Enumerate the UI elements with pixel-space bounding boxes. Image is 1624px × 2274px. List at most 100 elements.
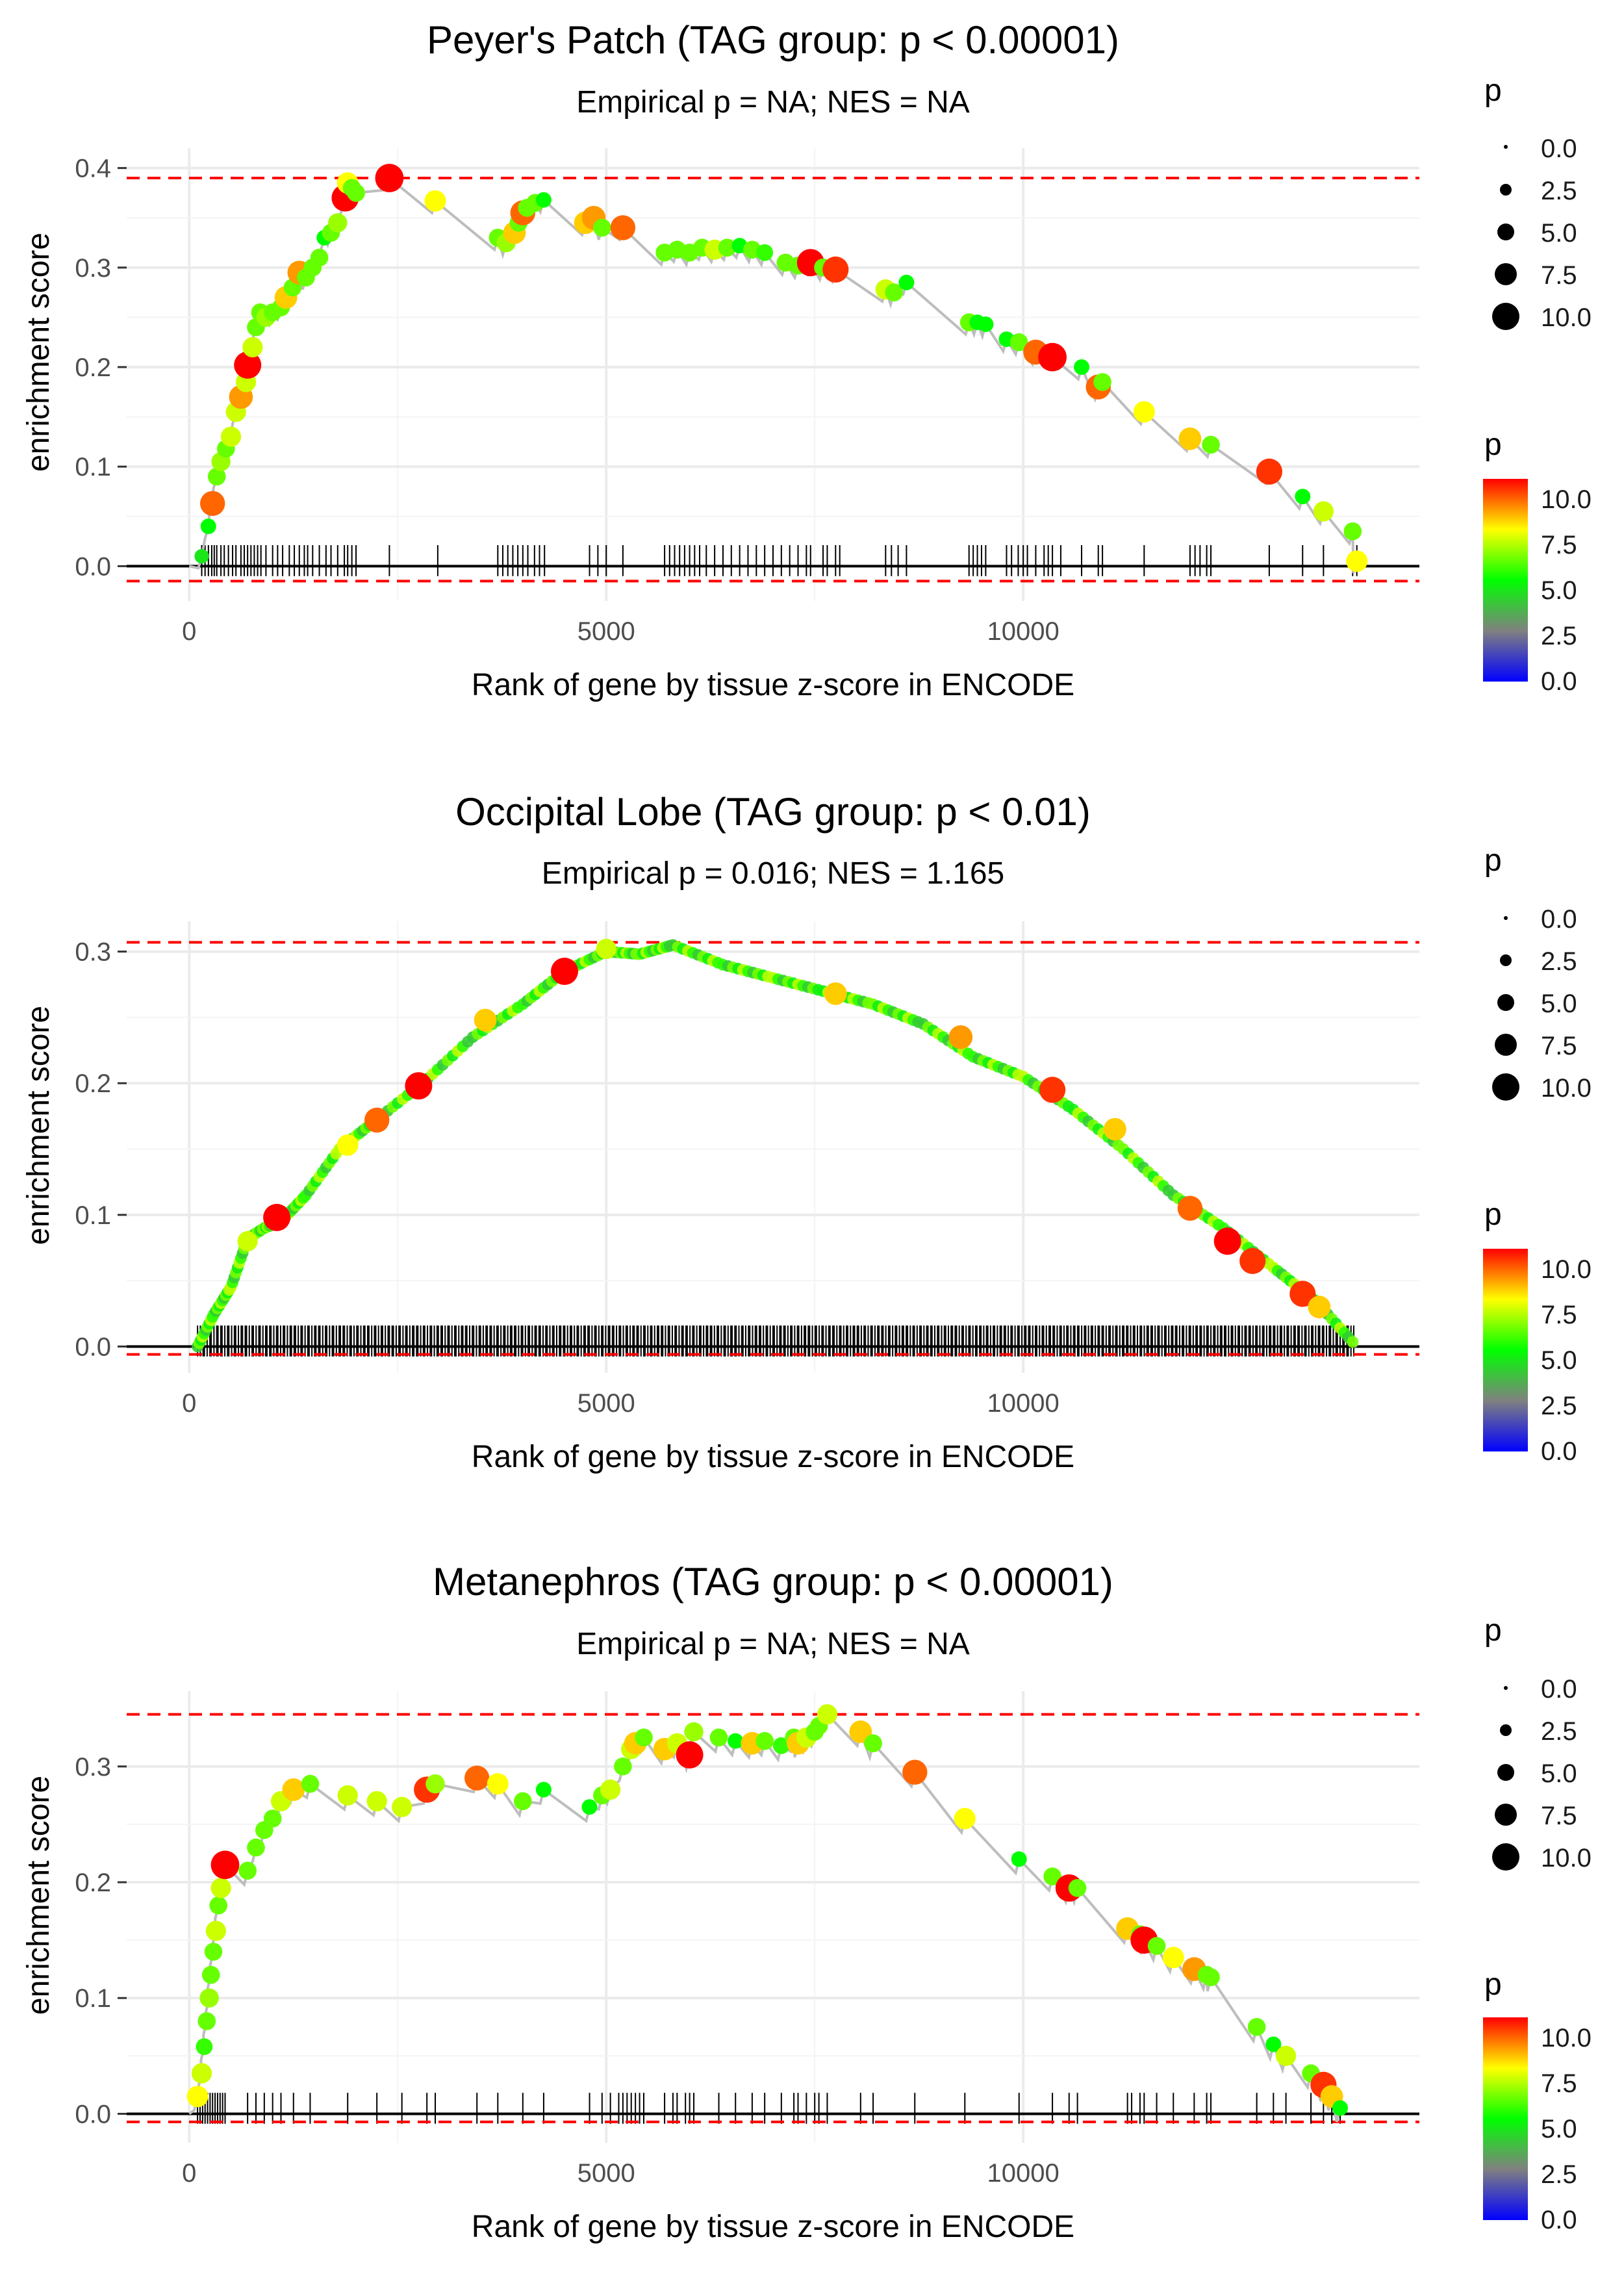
color-legend: p 10.0 7.5 5.0 2.5 0.0 xyxy=(1483,1197,1592,1466)
data-point xyxy=(728,1733,744,1749)
size-legend-key xyxy=(1492,303,1519,330)
data-point xyxy=(978,316,994,333)
colorbar-label: 10.0 xyxy=(1541,485,1592,514)
data-point xyxy=(247,1838,265,1857)
data-point xyxy=(336,1134,359,1156)
size-legend: p 0.0 2.5 5.0 7.5 10.0 xyxy=(1484,1613,1592,1872)
data-point xyxy=(1295,489,1311,505)
data-point xyxy=(1202,1968,1220,1986)
y-axis-label: enrichment score xyxy=(21,1776,56,2015)
size-legend-label: 5.0 xyxy=(1541,219,1577,248)
colorbar-label: 10.0 xyxy=(1541,2024,1592,2052)
data-point xyxy=(204,1943,223,1961)
data-point xyxy=(199,1988,219,2008)
data-point xyxy=(817,1704,838,1725)
data-point xyxy=(347,184,365,202)
color-legend: p 10.0 7.5 5.0 2.5 0.0 xyxy=(1483,1967,1592,2234)
size-legend-key xyxy=(1504,916,1508,920)
data-point xyxy=(1009,333,1028,351)
colorbar-label: 5.0 xyxy=(1541,2115,1577,2143)
data-point xyxy=(1265,2036,1282,2052)
data-point xyxy=(898,274,915,290)
panel-occipital-lobe: Occipital Lobe (TAG group: p < 0.01) Emp… xyxy=(21,790,1592,1474)
data-point xyxy=(210,1878,231,1898)
data-point xyxy=(1147,1937,1166,1955)
data-point xyxy=(610,215,636,240)
x-tick-label: 5000 xyxy=(577,617,635,646)
y-axis-label: enrichment score xyxy=(21,1006,56,1245)
x-tick-label: 0 xyxy=(182,617,196,646)
data-point xyxy=(464,1765,490,1791)
data-point xyxy=(709,1728,728,1747)
data-point xyxy=(755,1731,774,1750)
size-legend-key xyxy=(1500,954,1512,966)
chart-title: Occipital Lobe (TAG group: p < 0.01) xyxy=(455,790,1091,834)
chart-title: Metanephros (TAG group: p < 0.00001) xyxy=(433,1560,1113,1603)
data-point xyxy=(194,549,209,564)
colorbar-label: 7.5 xyxy=(1541,1301,1577,1329)
size-legend-label: 7.5 xyxy=(1541,261,1577,290)
x-tick-label: 5000 xyxy=(577,1389,635,1418)
size-legend-label: 0.0 xyxy=(1541,1675,1577,1704)
data-point xyxy=(535,1782,552,1798)
size-legend-label: 2.5 xyxy=(1541,947,1577,976)
enrichment-line xyxy=(188,1711,1341,2123)
data-point xyxy=(191,2063,212,2084)
enrichment-line xyxy=(188,175,1358,574)
x-tick-label: 10000 xyxy=(987,617,1059,646)
size-legend-key xyxy=(1504,145,1508,149)
data-point xyxy=(282,1778,305,1801)
size-legend-label: 10.0 xyxy=(1541,1844,1592,1872)
colorbar-label: 7.5 xyxy=(1541,531,1577,559)
data-point xyxy=(1313,501,1334,522)
size-legend-key xyxy=(1500,1724,1512,1736)
x-tick-label: 10000 xyxy=(987,1389,1059,1418)
y-tick-label: 0.1 xyxy=(75,1984,111,2013)
data-point xyxy=(424,190,446,212)
data-point xyxy=(425,1774,445,1794)
data-point xyxy=(885,283,903,301)
data-point xyxy=(772,1737,790,1754)
data-point xyxy=(593,218,611,237)
data-point xyxy=(551,958,578,985)
size-legend-key xyxy=(1497,1764,1514,1781)
size-legend-label: 2.5 xyxy=(1541,177,1577,205)
data-point xyxy=(392,1796,412,1817)
size-legend-key xyxy=(1504,1686,1508,1690)
size-legend-key xyxy=(1495,1034,1517,1056)
data-point xyxy=(1038,342,1067,372)
size-legend-label: 5.0 xyxy=(1541,990,1577,1018)
colorbar-label: 2.5 xyxy=(1541,622,1577,650)
colorbar xyxy=(1483,2017,1528,2220)
data-point xyxy=(364,1107,390,1133)
data-point xyxy=(1011,1851,1027,1867)
data-point xyxy=(535,192,552,208)
data-point xyxy=(600,1779,621,1800)
colorbar-label: 10.0 xyxy=(1541,1255,1592,1284)
y-tick-label: 0.2 xyxy=(75,353,111,382)
data-point xyxy=(220,426,242,447)
data-point xyxy=(200,491,225,517)
data-point xyxy=(201,1965,220,1984)
data-point xyxy=(864,1734,882,1752)
data-point xyxy=(328,213,348,233)
data-point xyxy=(1213,1227,1241,1255)
colorbar-label: 2.5 xyxy=(1541,1392,1577,1420)
data-point xyxy=(635,1728,653,1747)
data-point xyxy=(263,1809,282,1828)
data-point xyxy=(849,1720,872,1743)
size-legend-title: p xyxy=(1484,1613,1502,1648)
size-legend-key xyxy=(1497,224,1514,240)
data-point xyxy=(1202,435,1220,454)
size-legend-key xyxy=(1492,1073,1519,1101)
data-point xyxy=(676,1741,704,1769)
x-tick-label: 5000 xyxy=(577,2159,635,2188)
data-point xyxy=(596,939,616,960)
data-point xyxy=(366,1791,387,1811)
data-point xyxy=(684,1722,704,1742)
x-tick-label: 10000 xyxy=(987,2159,1059,2188)
size-legend: p 0.0 2.5 5.0 7.5 10.0 xyxy=(1484,73,1592,332)
color-legend-title: p xyxy=(1484,1197,1502,1232)
data-point xyxy=(234,351,262,379)
colorbar-label: 5.0 xyxy=(1541,576,1577,605)
